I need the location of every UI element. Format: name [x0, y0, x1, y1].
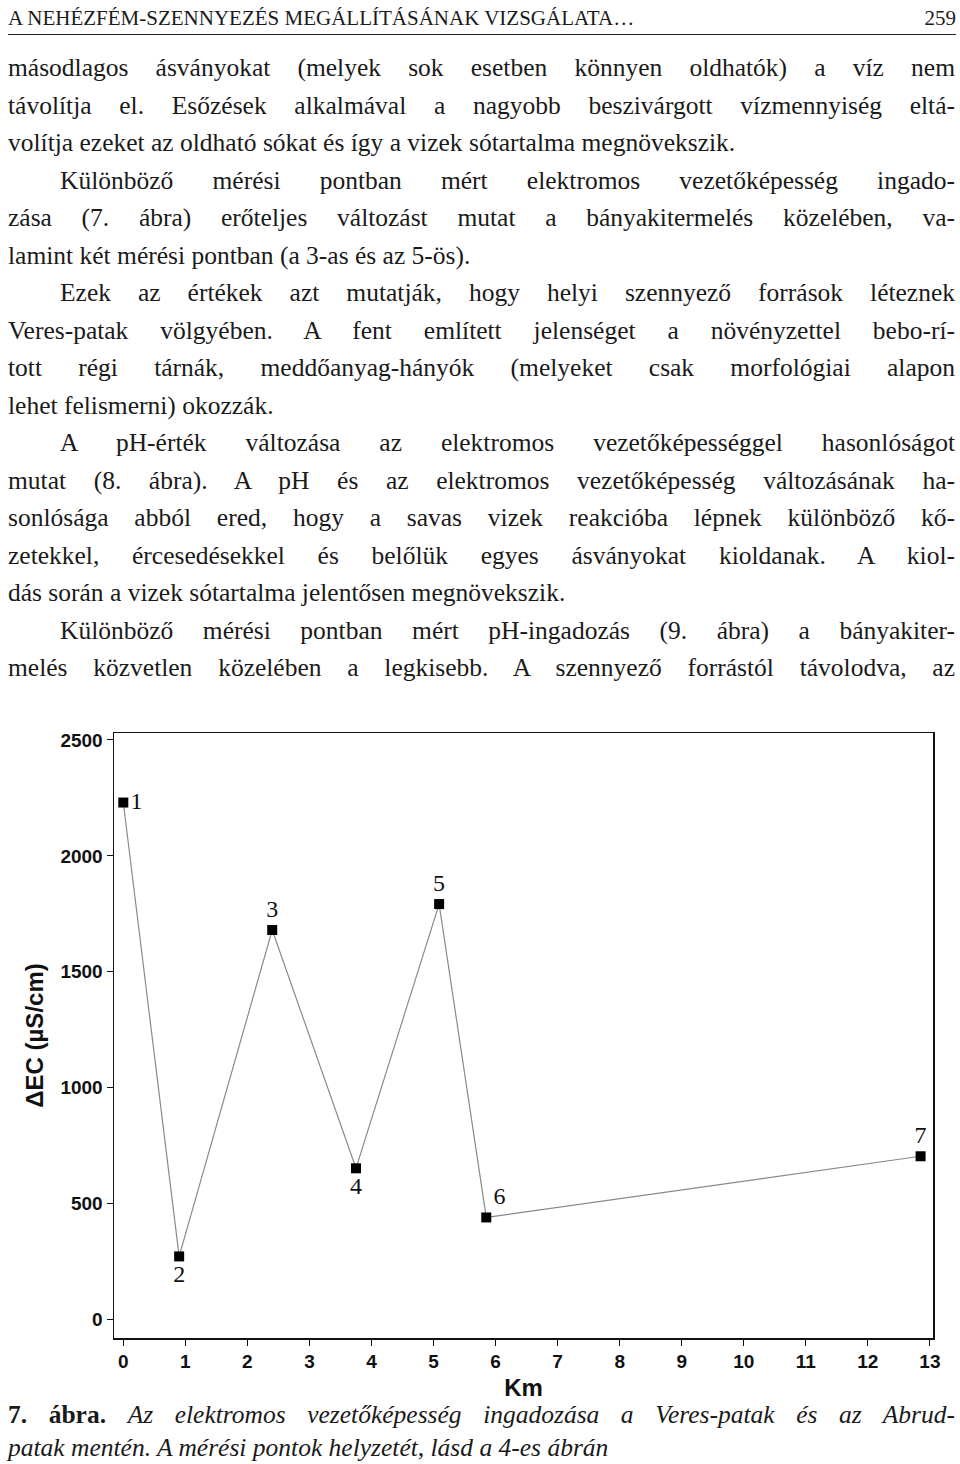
svg-text:5: 5	[433, 870, 445, 896]
html-text:volítja ezeket az oldható sóka: volítja ezeket az oldható sókat és így a…	[8, 128, 736, 157]
svg-text:500: 500	[71, 1193, 103, 1214]
html-text:dás során a vizek sótartalma j: dás során a vizek sótartalma jelentősen …	[8, 578, 566, 607]
svg-text:0: 0	[118, 1351, 129, 1372]
html-text:tott régi tárnák, meddőanyag-h: tott régi tárnák, meddőanyag-hányók (mel…	[8, 353, 955, 382]
svg-text:4: 4	[350, 1173, 362, 1199]
svg-text:2500: 2500	[60, 730, 102, 751]
svg-text:2: 2	[173, 1261, 185, 1287]
svg-text:13: 13	[919, 1351, 940, 1372]
html-text:Különböző mérési pontban mért: Különböző mérési pontban mért pH-ingadoz…	[60, 615, 955, 645]
svg-text:8: 8	[614, 1351, 625, 1372]
html-text:távolítja el. Esőzések alkalmá: távolítja el. Esőzések alkalmával a nagy…	[8, 90, 955, 120]
svg-text:7: 7	[552, 1351, 563, 1372]
html-text:A NEHÉZFÉM-SZENNYEZÉS MEGÁLLÍT: A NEHÉZFÉM-SZENNYEZÉS MEGÁLLÍTÁSÁNAK VIZ…	[8, 6, 635, 30]
html-text:lehet felismerni) okozzák.: lehet felismerni) okozzák.	[8, 390, 274, 420]
svg-text:5: 5	[428, 1351, 439, 1372]
svg-text:6: 6	[494, 1183, 506, 1209]
svg-text:11: 11	[796, 1351, 817, 1372]
html-text:A pH-érték változása az elektr: A pH-érték változása az elektromos vezet…	[60, 428, 955, 457]
html-text:mutat (8. ábra). A pH és az el: mutat (8. ábra). A pH és az elektromos v…	[8, 465, 955, 495]
svg-text:2000: 2000	[60, 846, 102, 867]
html-text:zetekkel, ércesedésekkel és be: zetekkel, ércesedésekkel és belőlük egye…	[8, 540, 955, 570]
svg-text:0: 0	[92, 1309, 103, 1330]
html-text:patak mentén. A mérési pontok: patak mentén. A mérési pontok helyzetét,…	[8, 1433, 609, 1462]
html-text:zása (7. ábra) erőteljes válto: zása (7. ábra) erőteljes változást mutat…	[8, 203, 955, 232]
html-text:melés közvetlen közelében a le: melés közvetlen közelében a legkisebb. A…	[8, 653, 955, 682]
svg-text:1500: 1500	[60, 961, 102, 982]
svg-text:3: 3	[266, 896, 278, 922]
svg-text:7: 7	[915, 1122, 927, 1148]
html-text:sonlósága abból ered, hogy a s: sonlósága abból ered, hogy a savas vizek…	[8, 503, 955, 532]
svg-text:10: 10	[733, 1351, 754, 1372]
html-text:Különböző mérési pontban mért: Különböző mérési pontban mért elektromos…	[60, 165, 955, 195]
svg-text:1000: 1000	[60, 1077, 102, 1098]
html-text:Veres-patak völgyében. A fent: Veres-patak völgyében. A fent említett j…	[8, 315, 955, 345]
html-text:másodlagos ásványokat (melyek: másodlagos ásványokat (melyek sok esetbe…	[8, 53, 955, 82]
svg-text:3: 3	[304, 1351, 315, 1372]
html-text:lamint két mérési pontban (a 3: lamint két mérési pontban (a 3-as és az …	[8, 240, 471, 270]
svg-text:Km: Km	[504, 1374, 543, 1401]
html-text:Az elektromos vezetőképesség i: Az elektromos vezetőképesség ingadozása …	[127, 1400, 955, 1429]
svg-text:9: 9	[676, 1351, 687, 1372]
svg-text:6: 6	[490, 1351, 501, 1372]
html-text:Ezek az értékek azt mutatják,: Ezek az értékek azt mutatják, hogy helyi…	[60, 278, 955, 307]
svg-text:4: 4	[366, 1351, 377, 1372]
svg-text:1: 1	[180, 1351, 191, 1372]
svg-text:2: 2	[242, 1351, 253, 1372]
html-text:7. ábra.: 7. ábra.	[8, 1400, 107, 1429]
html-text:259: 259	[924, 6, 956, 30]
svg-text:1: 1	[131, 788, 143, 814]
svg-text:ΔEC (µS/cm): ΔEC (µS/cm)	[21, 963, 48, 1107]
svg-text:12: 12	[857, 1351, 878, 1372]
